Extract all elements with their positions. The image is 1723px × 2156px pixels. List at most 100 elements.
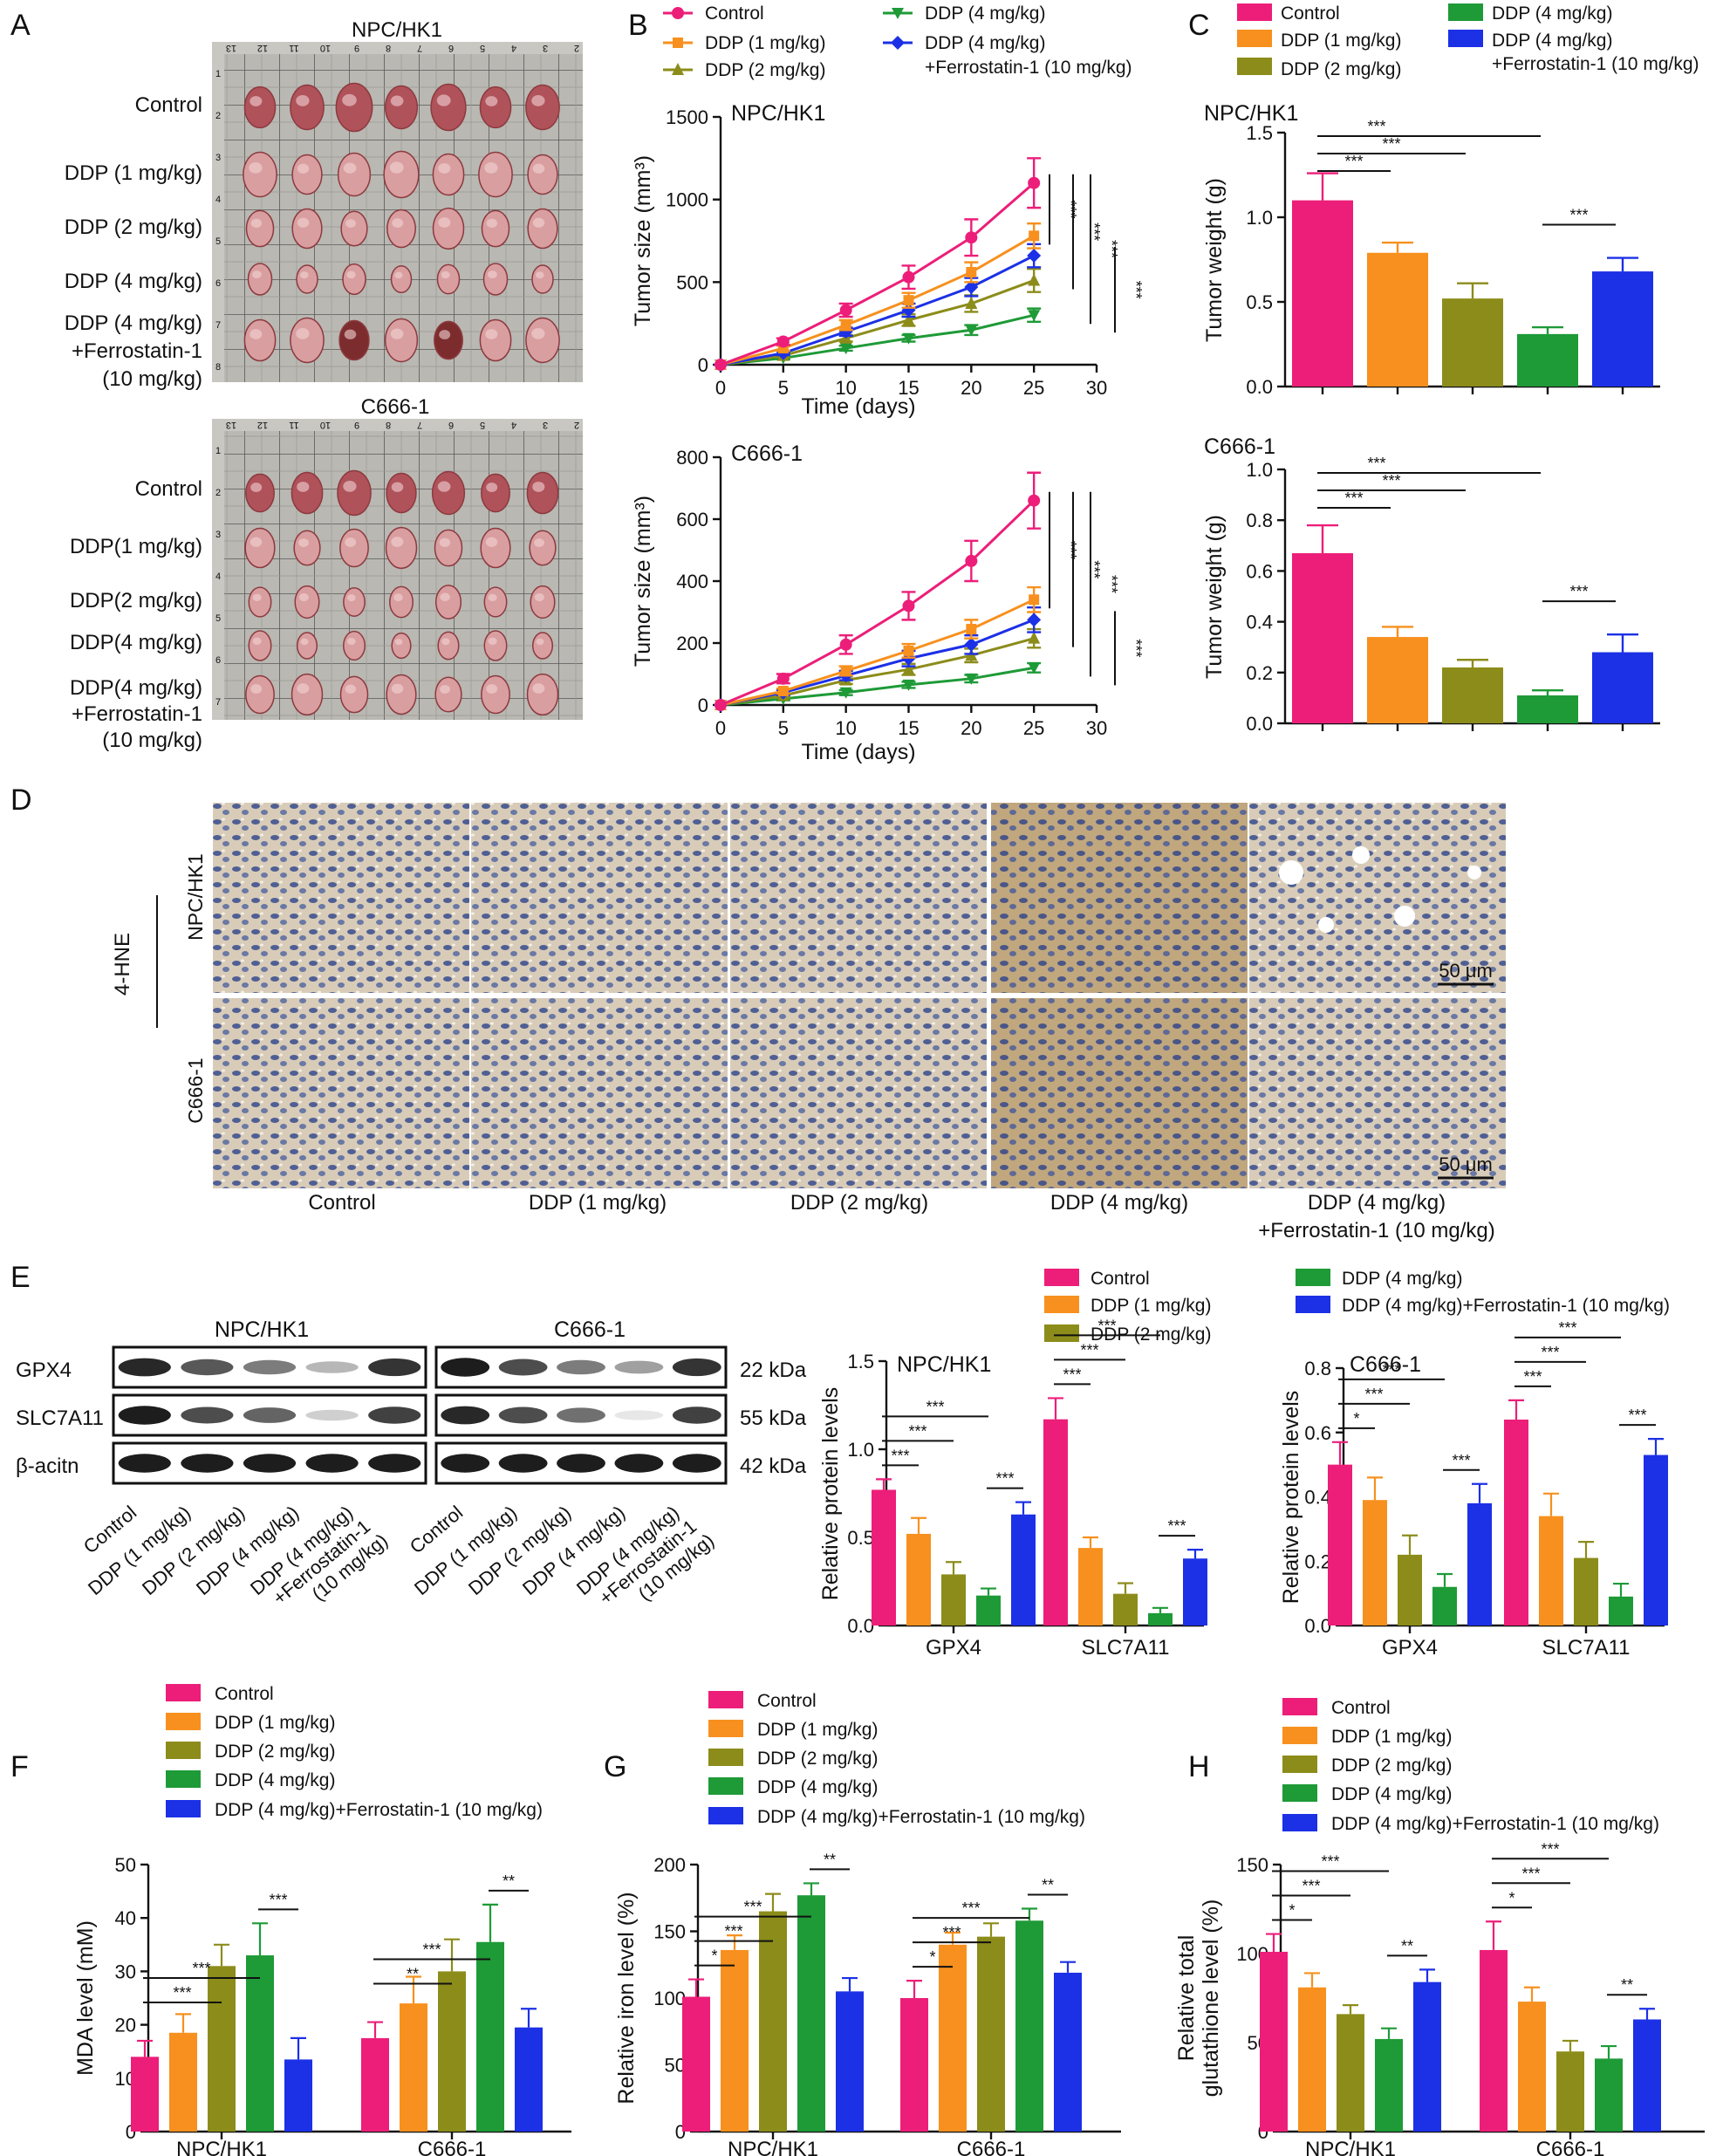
significance-label: ** [824, 1851, 836, 1868]
error-bar [1402, 1534, 1418, 1555]
y-tick-label: 1000 [666, 189, 708, 211]
tumor-highlight [440, 685, 450, 695]
tumor [245, 473, 275, 513]
significance-label: *** [1382, 1361, 1400, 1379]
tumor [343, 630, 366, 661]
ihc-col-label: DDP (4 mg/kg) [1050, 1191, 1188, 1215]
tumor-highlight [532, 683, 545, 694]
significance-label: *** [269, 1891, 287, 1908]
tumor-highlight [394, 271, 403, 279]
bar [1054, 1972, 1082, 2132]
legend-swatch-ddp1 [708, 1720, 743, 1737]
tumor [481, 674, 510, 715]
ruler-strip [212, 419, 224, 720]
significance-label: *** [1085, 560, 1103, 578]
ihc-image [1249, 998, 1506, 1188]
data-point [1029, 230, 1040, 242]
error-bar [1118, 1582, 1133, 1594]
tumor [296, 264, 318, 294]
x-category-label: NPC/HK1 [728, 2138, 818, 2156]
tumor-photo-c666 [212, 419, 583, 720]
tumor [386, 472, 417, 514]
tumor-highlight [252, 637, 262, 646]
ihc-image [991, 803, 1248, 993]
y-tick-label: 0.0 [1246, 713, 1273, 735]
tumor [384, 85, 419, 130]
tumor [243, 318, 277, 362]
significance-label: ** [1042, 1876, 1054, 1893]
y-tick-label: 0.4 [1246, 612, 1273, 633]
tumor-row-group [243, 82, 560, 364]
significance-label: *** [1062, 201, 1079, 219]
significance-label: * [1508, 1889, 1514, 1906]
significance-label: *** [908, 1422, 926, 1440]
tumor-highlight [296, 328, 310, 339]
x-tick-label: 0 [715, 377, 726, 399]
panel-letter-h: H [1188, 1750, 1210, 1783]
bar [721, 1949, 749, 2132]
significance-label: *** [1628, 1407, 1646, 1424]
bar [1480, 1949, 1508, 2132]
tumor-highlight [486, 218, 498, 228]
legend-label: DDP (1 mg/kg) [1331, 1727, 1452, 1747]
series-line [720, 235, 1035, 366]
significance-label: * [929, 1948, 935, 1966]
blot-band [441, 1358, 490, 1377]
legend-marker-ddp4 [892, 8, 904, 19]
y-axis-label: Tumor weight (g) [1202, 178, 1227, 342]
bar [1375, 2038, 1403, 2132]
significance-label: *** [1062, 541, 1079, 559]
error-bar [214, 1943, 229, 1967]
tumor-highlight [343, 481, 357, 492]
tumor [339, 528, 369, 568]
error-bar [1532, 688, 1563, 695]
y-axis-label: MDA level (mM) [73, 1920, 98, 2076]
error-bar [1381, 2027, 1397, 2039]
ihc-col-label: Control [308, 1191, 375, 1215]
significance-label: *** [1569, 583, 1588, 600]
panel-d: 4-HNE NPC/HK1 C666-1 Control DDP (1 mg/k… [111, 803, 1506, 1242]
ihc-row-label: NPC/HK1 [184, 853, 207, 941]
panel-a-top-labels: Control DDP (1 mg/kg) DDP (2 mg/kg) DDP … [65, 93, 202, 391]
panel-a-top-title: NPC/HK1 [352, 18, 442, 42]
legend-label: DDP (2 mg/kg) [1281, 59, 1401, 79]
tumor-highlight [389, 161, 404, 174]
blot-lane-labels-npc: Control DDP (1 mg/kg) DDP (2 mg/kg) DDP … [79, 1502, 392, 1610]
significance-label: *** [1452, 1452, 1470, 1469]
bar [1556, 2051, 1584, 2132]
chart-b-npc: 0 500 1000 1500 Tumor size (mm³) NPC/HK1 0 5 10 1… [631, 101, 1145, 419]
x-category-label: SLC7A11 [1082, 1636, 1170, 1660]
tumor [245, 674, 275, 715]
data-point [902, 332, 915, 345]
x-category-label: C666-1 [418, 2138, 487, 2156]
blot-band [557, 1407, 605, 1423]
blot-title: NPC/HK1 [215, 1318, 309, 1342]
panel-letter-d: D [10, 784, 32, 817]
ruler-number: 2 [574, 420, 579, 430]
legend-marker-control [672, 7, 684, 19]
bar [1292, 200, 1353, 387]
tumor [483, 630, 508, 661]
tumor-highlight [345, 537, 357, 547]
significance-label: *** [1097, 1317, 1116, 1334]
data-point [903, 295, 914, 306]
tumor-highlight [392, 218, 404, 228]
blot-band [441, 1406, 490, 1425]
legend-swatch-ferro [1448, 30, 1483, 47]
tumor-highlight [250, 483, 263, 492]
bar [939, 1944, 967, 2132]
tumor [390, 264, 413, 294]
tumor [291, 471, 324, 515]
error-bar [1083, 1536, 1098, 1549]
significance-label: *** [1127, 639, 1145, 657]
bar [361, 2037, 389, 2132]
tumor [527, 154, 558, 195]
tumor-highlight [250, 218, 263, 228]
blot-band [498, 1359, 548, 1376]
error-bar [906, 1980, 922, 1998]
error-bar [1648, 1438, 1664, 1455]
bar [1078, 1548, 1103, 1626]
tumor-highlight [393, 593, 403, 602]
data-point [965, 673, 978, 685]
series-line [720, 618, 1035, 707]
